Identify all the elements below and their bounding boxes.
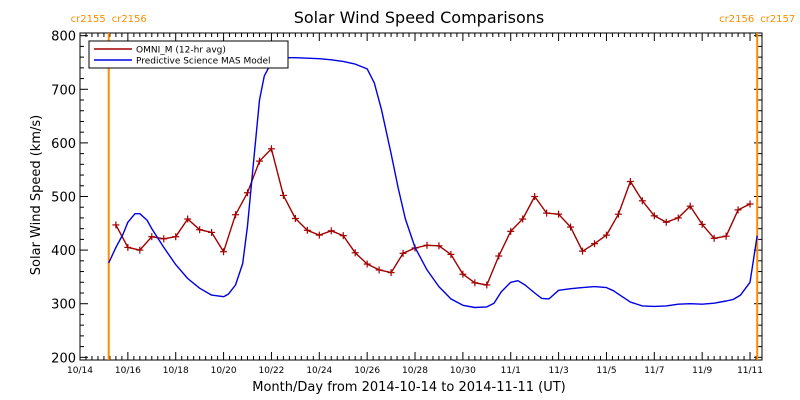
- rotation-label: cr2156: [112, 14, 147, 25]
- x-tick-label: 11/5: [596, 366, 616, 376]
- data-point: [722, 232, 730, 240]
- data-point: [746, 200, 754, 208]
- rotation-label: cr2155: [71, 14, 106, 25]
- series-line-0: [115, 148, 751, 286]
- data-point: [184, 215, 192, 223]
- data-point: [399, 249, 407, 257]
- data-point: [471, 279, 479, 287]
- data-point: [650, 212, 658, 220]
- legend-label: Predictive Science MAS Model: [136, 57, 271, 67]
- legend: OMNI_M (12-hr avg)Predictive Science MAS…: [88, 40, 289, 69]
- data-point: [375, 266, 383, 274]
- x-axis-label: Month/Day from 2014-10-14 to 2014-11-11 …: [252, 380, 565, 395]
- data-point: [232, 211, 240, 219]
- data-point: [638, 197, 646, 205]
- data-point: [602, 231, 610, 239]
- data-point: [303, 226, 311, 234]
- data-point: [698, 220, 706, 228]
- legend-label: OMNI_M (12-hr avg): [136, 46, 226, 56]
- data-point: [172, 233, 180, 241]
- data-point: [579, 247, 587, 255]
- data-point: [614, 210, 622, 218]
- data-point: [196, 226, 204, 234]
- data-point: [519, 215, 527, 223]
- data-point: [710, 234, 718, 242]
- data-point: [459, 270, 467, 278]
- y-tick-label: 600: [51, 137, 76, 152]
- legend-box: [88, 40, 289, 69]
- rotation-label: cr2157: [760, 14, 795, 25]
- data-point: [351, 249, 359, 257]
- x-tick-label: 10/26: [354, 366, 380, 376]
- x-tick-label: 10/30: [450, 366, 476, 376]
- series-line-1: [108, 57, 758, 309]
- y-tick-label: 800: [51, 30, 76, 45]
- series-layer: [108, 57, 758, 309]
- y-tick-label: 400: [51, 244, 76, 259]
- data-point: [148, 233, 156, 241]
- data-point: [208, 228, 216, 236]
- x-tick-label: 10/28: [402, 366, 428, 376]
- y-axis-label: Solar Wind Speed (km/s): [29, 115, 44, 275]
- data-point: [160, 235, 168, 243]
- y-tick-label: 700: [51, 83, 76, 98]
- x-tick-label: 11/3: [548, 366, 568, 376]
- axes-group: 200 300 400 500 600 700 800 10/14 10/16 10/18 10/2…: [51, 30, 763, 376]
- x-tick-label: 11/11: [737, 366, 763, 376]
- data-point: [495, 252, 503, 260]
- plot-frame: [79, 32, 763, 361]
- data-point: [626, 177, 634, 185]
- data-point: [112, 221, 120, 229]
- data-point: [590, 240, 598, 248]
- x-tick-label: 10/20: [211, 366, 237, 376]
- data-point: [279, 191, 287, 199]
- data-point: [315, 231, 323, 239]
- x-tick-label: 10/24: [306, 366, 332, 376]
- chart-title: Solar Wind Speed Comparisons: [294, 8, 545, 27]
- data-point: [507, 227, 515, 235]
- data-point: [387, 269, 395, 277]
- x-tick-label: 11/1: [501, 366, 521, 376]
- data-point: [339, 232, 347, 240]
- data-point: [327, 227, 335, 235]
- data-point: [244, 189, 252, 197]
- data-point: [435, 242, 443, 250]
- data-point: [363, 260, 371, 268]
- data-point: [220, 248, 228, 256]
- x-tick-label: 10/22: [258, 366, 284, 376]
- data-point: [686, 202, 694, 210]
- data-point: [662, 218, 670, 226]
- y-tick-label: 500: [51, 191, 76, 206]
- data-point: [483, 281, 491, 289]
- rotation-markers: cr2155 cr2156 cr2156 cr2157: [71, 14, 795, 360]
- data-point: [423, 241, 431, 249]
- data-point: [291, 214, 299, 222]
- x-tick-label: 10/14: [67, 366, 93, 376]
- y-tick-label: 200: [51, 351, 76, 366]
- y-tick-label: 300: [51, 298, 76, 313]
- rotation-label: cr2156: [719, 14, 754, 25]
- data-point: [136, 246, 144, 254]
- data-point: [531, 193, 539, 200]
- data-point: [674, 214, 682, 222]
- data-point: [124, 243, 132, 251]
- data-point: [555, 210, 563, 218]
- x-tick-label: 10/16: [115, 366, 141, 376]
- data-point: [543, 209, 551, 217]
- data-point: [255, 157, 263, 165]
- x-tick-label: 11/7: [644, 366, 664, 376]
- data-point: [567, 223, 575, 231]
- data-point: [267, 145, 275, 153]
- x-tick-label: 11/9: [692, 366, 712, 376]
- x-tick-label: 10/18: [163, 366, 189, 376]
- data-point: [734, 206, 742, 214]
- data-point: [447, 250, 455, 258]
